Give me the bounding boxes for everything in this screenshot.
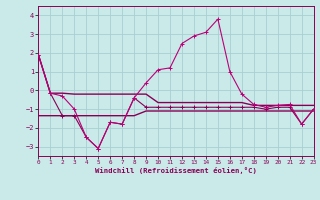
X-axis label: Windchill (Refroidissement éolien,°C): Windchill (Refroidissement éolien,°C) (95, 167, 257, 174)
